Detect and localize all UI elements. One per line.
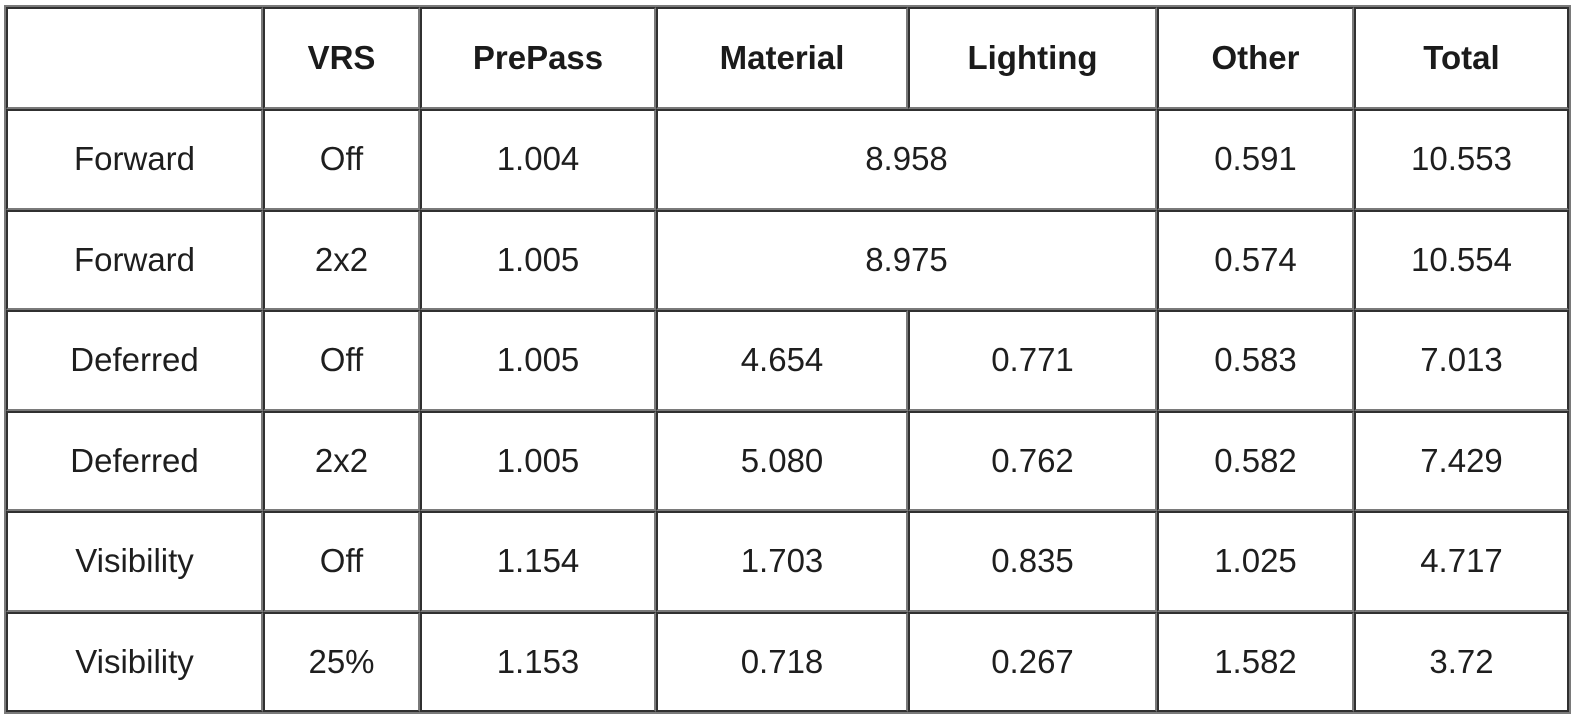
header-cell-total: Total bbox=[1354, 7, 1569, 109]
cell-vrs: Off bbox=[263, 511, 420, 612]
header-cell-other: Other bbox=[1157, 7, 1354, 109]
cell-material-lighting-merged: 8.958 bbox=[656, 109, 1157, 210]
cell-mode: Forward bbox=[6, 109, 263, 210]
cell-other: 0.574 bbox=[1157, 209, 1354, 310]
cell-other: 0.583 bbox=[1157, 310, 1354, 411]
table-row-visibility-25pct: Visibility 25% 1.153 0.718 0.267 1.582 3… bbox=[6, 611, 1569, 712]
table-row-forward-off: Forward Off 1.004 8.958 0.591 10.553 bbox=[6, 109, 1569, 210]
header-cell-lighting: Lighting bbox=[908, 7, 1157, 109]
cell-mode: Forward bbox=[6, 209, 263, 310]
cell-other: 1.025 bbox=[1157, 511, 1354, 612]
cell-prepass: 1.005 bbox=[420, 310, 656, 411]
cell-prepass: 1.153 bbox=[420, 611, 656, 712]
table-row-deferred-off: Deferred Off 1.005 4.654 0.771 0.583 7.0… bbox=[6, 310, 1569, 411]
cell-lighting: 0.835 bbox=[908, 511, 1157, 612]
benchmark-table: VRS PrePass Material Lighting Other Tota… bbox=[4, 5, 1571, 714]
cell-lighting: 0.267 bbox=[908, 611, 1157, 712]
cell-material: 0.718 bbox=[656, 611, 908, 712]
cell-material: 1.703 bbox=[656, 511, 908, 612]
cell-total: 7.429 bbox=[1354, 410, 1569, 511]
cell-vrs: 2x2 bbox=[263, 410, 420, 511]
cell-mode: Visibility bbox=[6, 611, 263, 712]
table-row-forward-2x2: Forward 2x2 1.005 8.975 0.574 10.554 bbox=[6, 209, 1569, 310]
cell-mode: Deferred bbox=[6, 410, 263, 511]
cell-total: 10.553 bbox=[1354, 109, 1569, 210]
cell-material: 5.080 bbox=[656, 410, 908, 511]
header-cell-material: Material bbox=[656, 7, 908, 109]
cell-mode: Visibility bbox=[6, 511, 263, 612]
cell-mode: Deferred bbox=[6, 310, 263, 411]
table-header-row: VRS PrePass Material Lighting Other Tota… bbox=[6, 7, 1569, 109]
cell-total: 7.013 bbox=[1354, 310, 1569, 411]
cell-total: 3.72 bbox=[1354, 611, 1569, 712]
header-cell-prepass: PrePass bbox=[420, 7, 656, 109]
cell-material-lighting-merged: 8.975 bbox=[656, 209, 1157, 310]
cell-material: 4.654 bbox=[656, 310, 908, 411]
table-row-visibility-off: Visibility Off 1.154 1.703 0.835 1.025 4… bbox=[6, 511, 1569, 612]
cell-prepass: 1.004 bbox=[420, 109, 656, 210]
table-row-deferred-2x2: Deferred 2x2 1.005 5.080 0.762 0.582 7.4… bbox=[6, 410, 1569, 511]
cell-lighting: 0.762 bbox=[908, 410, 1157, 511]
header-cell-vrs: VRS bbox=[263, 7, 420, 109]
cell-vrs: Off bbox=[263, 109, 420, 210]
cell-vrs: Off bbox=[263, 310, 420, 411]
cell-other: 1.582 bbox=[1157, 611, 1354, 712]
cell-other: 0.582 bbox=[1157, 410, 1354, 511]
cell-prepass: 1.154 bbox=[420, 511, 656, 612]
cell-vrs: 25% bbox=[263, 611, 420, 712]
cell-vrs: 2x2 bbox=[263, 209, 420, 310]
cell-prepass: 1.005 bbox=[420, 410, 656, 511]
cell-lighting: 0.771 bbox=[908, 310, 1157, 411]
cell-prepass: 1.005 bbox=[420, 209, 656, 310]
cell-other: 0.591 bbox=[1157, 109, 1354, 210]
header-cell-mode-blank bbox=[6, 7, 263, 109]
cell-total: 4.717 bbox=[1354, 511, 1569, 612]
cell-total: 10.554 bbox=[1354, 209, 1569, 310]
